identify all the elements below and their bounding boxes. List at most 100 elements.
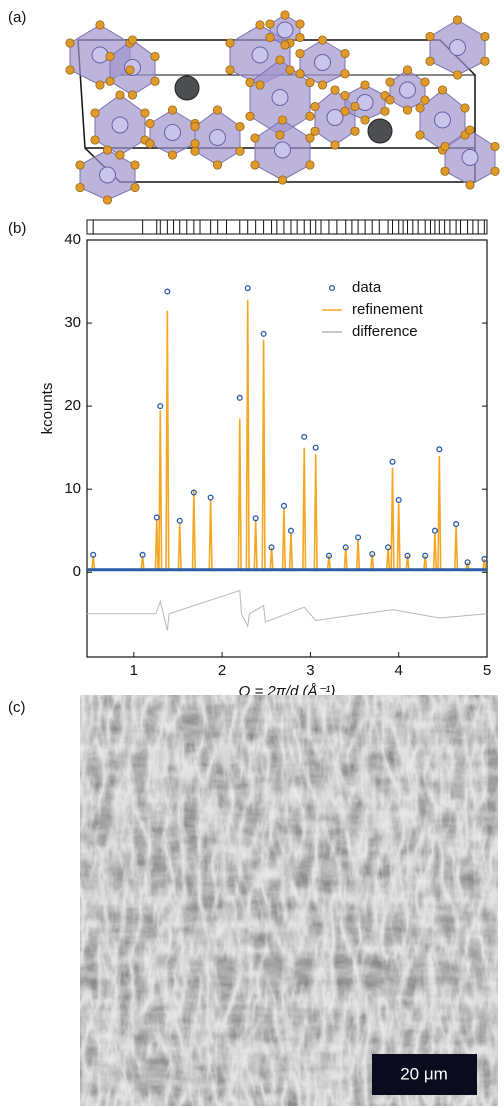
oxygen-atom: [350, 126, 360, 136]
oxygen-atom: [460, 103, 470, 113]
oxygen-atom: [275, 130, 285, 140]
data-point: [342, 544, 349, 551]
oxygen-atom: [265, 19, 275, 29]
plot-frame: [86, 239, 488, 658]
data-point: [422, 552, 429, 559]
oxygen-atom: [480, 56, 490, 66]
oxygen-atom: [250, 160, 260, 170]
oxygen-atom: [425, 56, 435, 66]
oxygen-atom: [145, 139, 155, 149]
metal-atom: [164, 124, 181, 141]
oxygen-atom: [140, 108, 150, 118]
data-point: [395, 496, 402, 504]
oxygen-atom: [212, 160, 223, 170]
data-point: [325, 552, 332, 559]
oxygen-atom: [277, 115, 288, 125]
oxygen-atom: [65, 65, 75, 75]
oxygen-atom: [225, 38, 235, 48]
oxygen-atom: [130, 160, 140, 170]
oxygen-atom: [295, 19, 305, 29]
oxygen-atom: [490, 166, 500, 176]
oxygen-atom: [255, 80, 265, 90]
data-point: [355, 534, 362, 541]
oxygen-atom: [277, 175, 288, 185]
x-tick-label: 4: [395, 662, 403, 679]
x-tick-label: 3: [306, 662, 314, 679]
oxygen-atom: [465, 180, 475, 190]
oxygen-atom: [150, 51, 160, 62]
y-tick-label: 30: [64, 314, 81, 331]
oxygen-atom: [415, 130, 425, 140]
large-atom: [367, 118, 393, 144]
oxygen-atom: [310, 101, 320, 112]
data-point: [369, 550, 376, 558]
panel-label: (c): [8, 699, 26, 716]
metal-atom: [99, 166, 116, 184]
metal-atom: [274, 141, 291, 159]
legend-label: refinement: [352, 301, 424, 318]
oxygen-atom: [360, 115, 370, 125]
oxygen-atom: [305, 111, 315, 121]
oxygen-atom: [420, 77, 430, 87]
oxygen-atom: [385, 77, 395, 87]
data-point: [436, 446, 443, 453]
oxygen-atom: [305, 160, 315, 170]
oxygen-atom: [245, 77, 255, 88]
metal-atom: [461, 149, 479, 166]
oxygen-atom: [340, 90, 350, 101]
oxygen-atom: [190, 121, 200, 132]
oxygen-atom: [115, 150, 125, 160]
oxygen-atom: [190, 139, 200, 149]
metal-atom: [271, 89, 289, 106]
x-tick-label: 2: [218, 662, 226, 679]
oxygen-atom: [145, 118, 155, 129]
y-tick-label: 0: [73, 563, 81, 580]
oxygen-atom: [480, 31, 490, 42]
oxygen-atom: [440, 166, 450, 176]
oxygen-atom: [245, 111, 255, 121]
data-point: [236, 394, 243, 401]
oxygen-atom: [437, 85, 448, 95]
metal-atom: [91, 46, 109, 64]
oxygen-atom: [425, 31, 435, 42]
oxygen-atom: [295, 69, 305, 79]
y-tick-label: 40: [64, 231, 81, 248]
oxygen-atom: [380, 106, 390, 116]
oxygen-atom: [105, 76, 115, 86]
oxygen-atom: [330, 140, 340, 150]
y-axis-label: kcounts: [39, 383, 56, 435]
data-point: [244, 285, 251, 292]
metal-atom: [356, 94, 374, 111]
oxygen-atom: [350, 101, 360, 112]
data-point: [268, 544, 275, 551]
data-point: [287, 527, 295, 534]
oxygen-atom: [275, 55, 285, 65]
oxygen-atom: [285, 65, 295, 75]
oxygen-atom: [105, 51, 115, 62]
panel-label: (b): [8, 220, 26, 237]
oxygen-atom: [102, 145, 113, 155]
metal-atom: [314, 54, 331, 71]
oxygen-atom: [265, 32, 275, 43]
oxygen-atom: [295, 48, 305, 59]
data-point: [464, 559, 471, 566]
oxygen-atom: [95, 80, 105, 90]
oxygen-atom: [65, 38, 75, 48]
legend-marker: [328, 284, 336, 292]
oxygen-atom: [225, 65, 235, 75]
oxygen-atom: [190, 146, 200, 156]
sem-image: 20 μm: [80, 695, 498, 1106]
oxygen-atom: [280, 40, 290, 50]
oxygen-atom: [340, 48, 350, 59]
oxygen-atom: [305, 133, 315, 143]
y-tick-label: 20: [64, 397, 81, 414]
metal-atom: [434, 111, 451, 129]
data-point: [153, 514, 160, 521]
oxygen-atom: [490, 141, 500, 152]
oxygen-atom: [452, 70, 463, 80]
metal-atom: [209, 129, 226, 146]
oxygen-atom: [127, 90, 138, 100]
data-point: [431, 527, 438, 534]
scale-bar-box: [372, 1054, 477, 1095]
